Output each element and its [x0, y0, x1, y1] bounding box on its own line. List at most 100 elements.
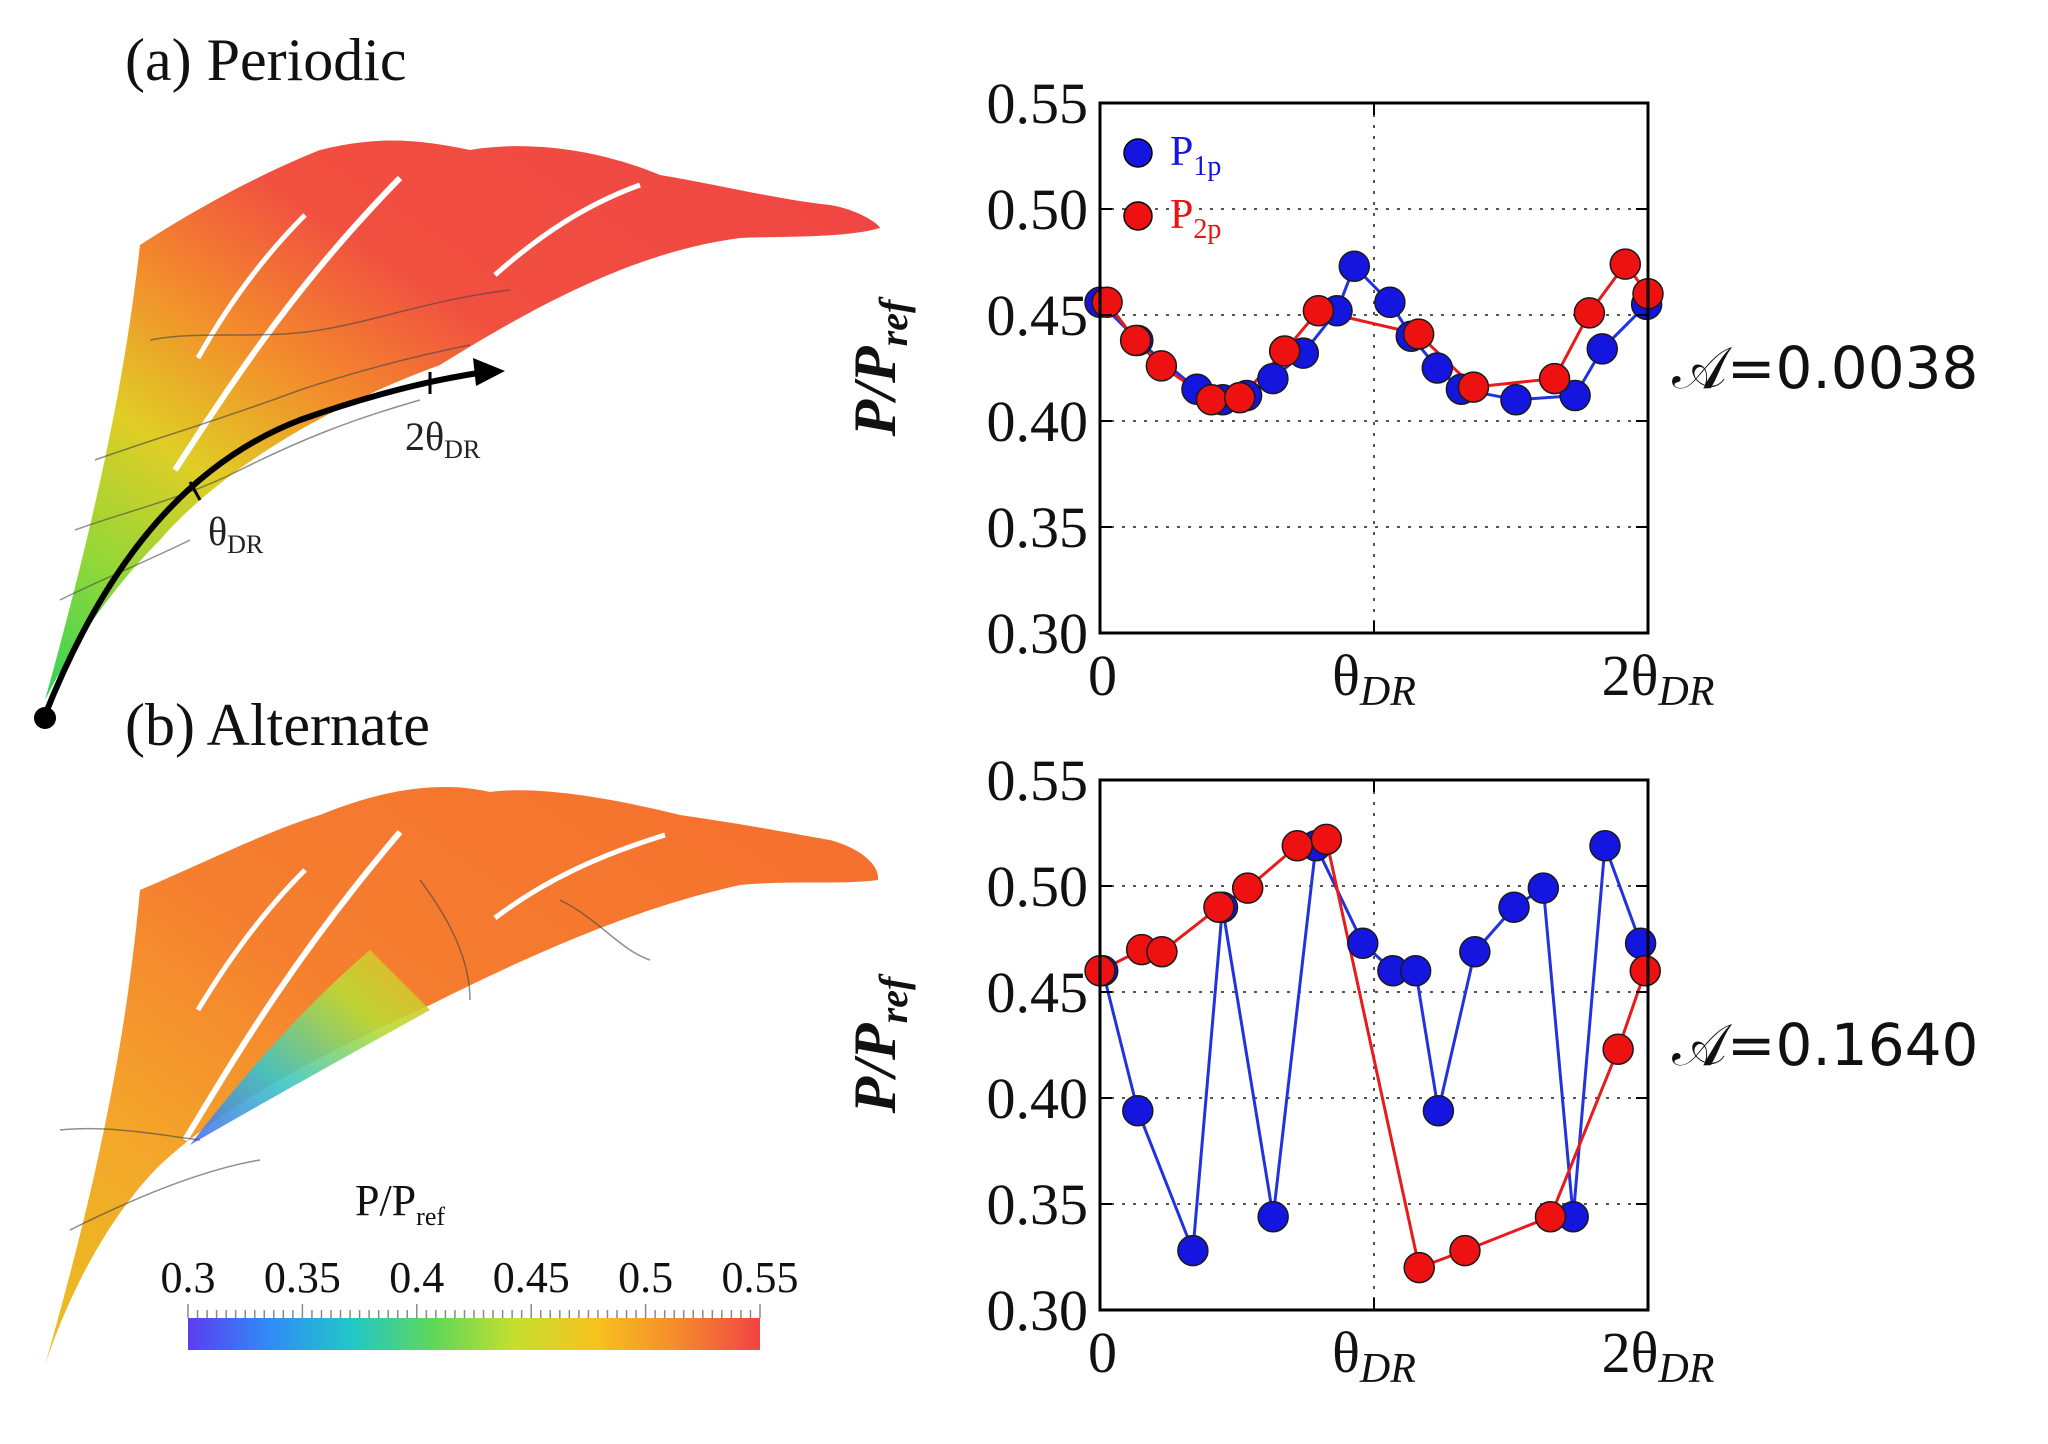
y-tick-label: 0.35: [987, 495, 1089, 560]
y-axis-title: P/Pref: [842, 296, 916, 437]
x-tick-label: θDR: [1332, 643, 1416, 715]
point-P1p: [1624, 927, 1657, 959]
y-tick-label: 0.35: [987, 1172, 1089, 1237]
point-P2p: [1629, 955, 1662, 987]
point-P1p: [1500, 384, 1532, 416]
colorbar-minor-ticks: [187, 1304, 761, 1318]
point-P2p: [1231, 872, 1264, 904]
colorbar-tick-label: 0.45: [493, 1253, 570, 1302]
colorbar-tick-label: 0.3: [161, 1253, 216, 1302]
point-P2p: [1091, 286, 1123, 319]
x-tick-label: 2θDR: [1602, 643, 1715, 715]
point-P2p: [1203, 891, 1235, 923]
legend-label-p2: P2p: [1170, 192, 1221, 245]
point-P2p: [1457, 371, 1490, 403]
point-P1p: [1589, 829, 1621, 862]
colorbar: P/Pref 0.3 0.35 0.4 0.45 0.5 0.55: [161, 1176, 799, 1350]
alternate-domain: [45, 786, 879, 1365]
panel-b-label: (b) Alternate: [125, 692, 430, 758]
chart-periodic: 0.30 0.35 0.40 0.45 0.50 0.55 0 θDR 2θDR P/Pref: [842, 71, 1714, 715]
point-P2p: [1403, 1251, 1435, 1284]
chart-alternate: 0.30 0.35 0.40 0.45 0.50 0.55 0 θDR 2θDR P/Pref: [842, 748, 1714, 1392]
y-tick-label: 0.55: [987, 748, 1089, 813]
point-P2p: [1602, 1033, 1634, 1065]
point-P2p: [1302, 295, 1335, 327]
y-tick-label: 0.40: [987, 389, 1089, 454]
point-P1p: [1586, 333, 1618, 365]
point-P1p: [1399, 955, 1432, 987]
point-P2p: [1534, 1200, 1567, 1233]
point-P2p: [1281, 829, 1314, 862]
metric-alternate: 𝒜=0.1640: [1672, 1011, 1978, 1079]
alternate-blade-slot-3: [493, 832, 666, 920]
point-P1p: [1122, 1094, 1154, 1127]
y-tick-label: 0.50: [987, 177, 1089, 242]
point-P2p: [1145, 350, 1178, 382]
point-P2p: [1223, 381, 1256, 414]
legend: P1p P2p: [1123, 129, 1221, 245]
point-P1p: [1177, 1234, 1209, 1267]
contour-line: [419, 879, 471, 1001]
alternate-blade-slot-1: [195, 868, 307, 1012]
point-P2p: [1119, 324, 1152, 357]
theta-tick: [188, 481, 202, 501]
y-tick-label: 0.30: [987, 1278, 1089, 1343]
periodic-blade-slot-2: [172, 175, 403, 472]
x-tick-label: 0: [1088, 643, 1117, 708]
point-P1p: [1421, 352, 1454, 384]
arrow-head: [473, 358, 505, 386]
contour-line: [69, 1159, 261, 1231]
point-P1p: [1422, 1094, 1455, 1127]
two-theta-annotation: 2θDR: [405, 414, 481, 464]
point-P2p: [1146, 935, 1178, 968]
point-P1p: [1338, 250, 1371, 282]
contour-line: [559, 899, 651, 961]
periodic-blade-slot-3: [493, 182, 641, 277]
colorbar-gradient: [188, 1318, 760, 1350]
legend-marker-p2: [1123, 201, 1153, 231]
y-axis-title: P/Pref: [842, 973, 916, 1114]
y-tick-label: 0.45: [987, 960, 1089, 1025]
point-P2p: [1195, 384, 1228, 416]
origin-dot: [34, 707, 56, 729]
point-P2p: [1573, 297, 1606, 329]
point-P2p: [1268, 335, 1301, 367]
metric-periodic: 𝒜=0.0038: [1672, 334, 1978, 402]
colorbar-tick-label: 0.35: [264, 1253, 341, 1302]
contour-line: [74, 399, 421, 531]
periodic-domain: [34, 140, 880, 729]
point-P2p: [1310, 823, 1343, 856]
point-P1p: [1374, 286, 1406, 319]
colorbar-tick-label: 0.5: [618, 1253, 673, 1302]
legend-label-p1: P1p: [1170, 129, 1221, 182]
y-tick-label: 0.40: [987, 1066, 1089, 1131]
alternate-blade-slot-2: [182, 830, 403, 1142]
colorbar-tick-label: 0.4: [389, 1253, 444, 1302]
legend-marker-p1: [1123, 138, 1153, 168]
contour-line: [59, 539, 191, 601]
colorbar-tick-labels: 0.3 0.35 0.4 0.45 0.5 0.55: [161, 1253, 799, 1302]
y-tick-label: 0.30: [987, 601, 1089, 666]
x-tick-label: 2θDR: [1602, 1320, 1715, 1392]
point-P1p: [1257, 362, 1289, 395]
y-tick-label: 0.55: [987, 71, 1089, 136]
angle-arc-arrow: [42, 369, 486, 717]
point-P1p: [1498, 891, 1530, 923]
periodic-blade-field: [45, 140, 880, 700]
colorbar-title: P/Pref: [355, 1176, 445, 1231]
theta-annotation: θDR: [208, 509, 264, 559]
point-P1p: [1257, 1200, 1289, 1233]
point-P2p: [1538, 362, 1571, 395]
point-P1p: [1559, 379, 1591, 412]
y-tick-label: 0.50: [987, 854, 1089, 919]
point-P2p: [1609, 248, 1642, 280]
point-P1p: [1347, 927, 1379, 959]
contour-line: [94, 344, 471, 461]
point-P1p: [1459, 935, 1491, 968]
panel-a-label: (a) Periodic: [125, 27, 407, 93]
contour-line: [149, 289, 511, 341]
periodic-blade-slot-1: [195, 213, 307, 360]
alternate-low-pressure-zone: [190, 950, 430, 1145]
point-P2p: [1449, 1234, 1481, 1267]
